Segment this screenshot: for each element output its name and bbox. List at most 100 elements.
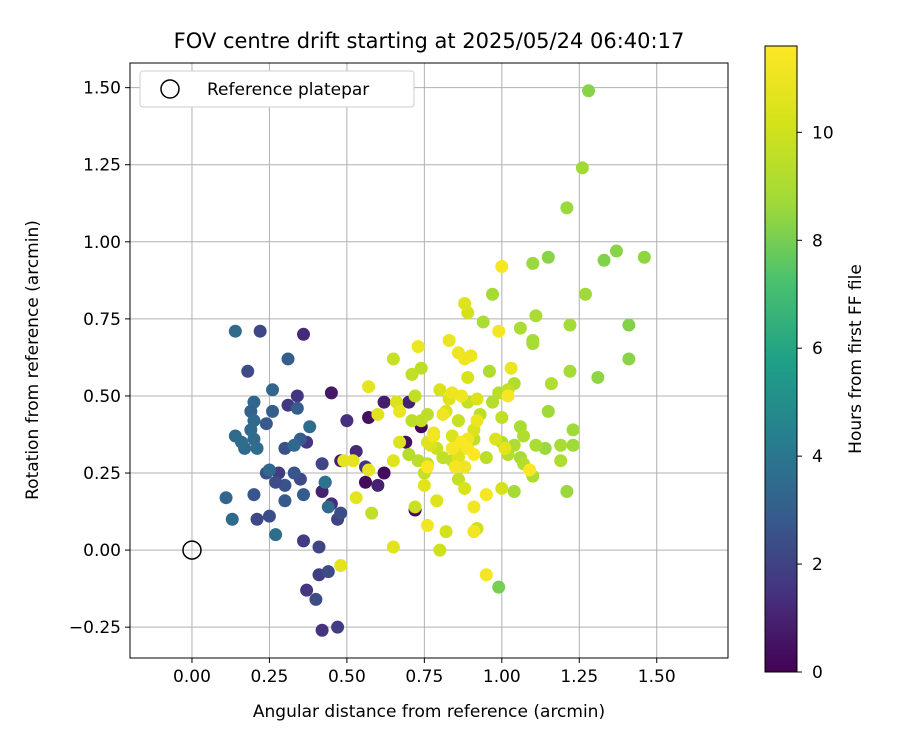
data-point xyxy=(492,580,506,594)
colorbar-tick-label: 6 xyxy=(812,339,823,359)
data-point xyxy=(297,534,311,548)
colorbar-tick-label: 4 xyxy=(812,447,823,467)
data-point xyxy=(566,423,580,437)
data-point xyxy=(318,475,332,489)
y-axis-label: Rotation from reference (arcmin) xyxy=(23,220,43,500)
colorbar-tick-label: 0 xyxy=(812,663,823,683)
data-point xyxy=(541,404,555,418)
legend-marker-icon xyxy=(160,79,180,99)
data-point xyxy=(349,491,363,505)
data-point xyxy=(365,506,379,520)
data-point xyxy=(448,460,462,474)
data-point xyxy=(495,411,509,425)
data-point xyxy=(442,333,456,347)
x-tick-label: 1.50 xyxy=(638,667,676,687)
x-tick-label: 0.00 xyxy=(173,667,211,687)
colorbar-tick-label: 10 xyxy=(812,123,834,143)
data-point xyxy=(250,512,264,526)
data-point xyxy=(523,463,537,477)
data-point xyxy=(479,451,493,465)
data-point xyxy=(411,454,425,468)
data-point xyxy=(554,438,568,452)
data-point xyxy=(526,337,540,351)
data-point xyxy=(517,429,531,443)
data-point xyxy=(591,370,605,384)
data-point xyxy=(312,540,326,554)
data-point xyxy=(225,512,239,526)
data-point xyxy=(362,463,376,477)
data-point xyxy=(253,324,267,338)
y-tick-label: 0.25 xyxy=(83,464,121,484)
colorbar-tick-label: 8 xyxy=(812,231,823,251)
data-point xyxy=(560,485,574,499)
data-point xyxy=(563,364,577,378)
data-point xyxy=(362,380,376,394)
data-point xyxy=(482,364,496,378)
colorbar-ticks: 0 2 4 6 8 10 xyxy=(797,123,834,683)
y-axis-ticks: −0.25 0.00 0.25 0.50 0.75 1.00 1.25 1.50 xyxy=(69,79,130,638)
legend-label: Reference platepar xyxy=(207,80,369,100)
data-point xyxy=(346,454,360,468)
data-point xyxy=(544,377,558,391)
data-point xyxy=(386,454,400,468)
data-point xyxy=(439,525,453,539)
data-point xyxy=(575,161,589,175)
colorbar-tick-label: 2 xyxy=(812,555,823,575)
data-point xyxy=(461,370,475,384)
data-point xyxy=(408,389,422,403)
legend-box xyxy=(139,70,415,108)
data-point xyxy=(430,494,444,508)
data-point xyxy=(563,318,577,332)
data-point xyxy=(495,481,509,495)
data-point xyxy=(526,256,540,270)
chart-title: FOV centre drift starting at 2025/05/24 … xyxy=(174,29,685,53)
data-point xyxy=(554,454,568,468)
data-point xyxy=(420,460,434,474)
data-point xyxy=(228,429,242,443)
data-point xyxy=(458,481,472,495)
data-point xyxy=(417,478,431,492)
data-point xyxy=(250,441,264,455)
data-point xyxy=(300,583,314,597)
data-point xyxy=(241,364,255,378)
data-point xyxy=(371,407,385,421)
y-tick-label: 1.25 xyxy=(83,156,121,176)
data-point xyxy=(504,361,518,375)
data-point xyxy=(637,250,651,264)
data-point xyxy=(324,386,338,400)
data-point xyxy=(414,361,428,375)
data-point xyxy=(219,491,233,505)
data-point xyxy=(455,435,469,449)
y-tick-label: 1.00 xyxy=(83,233,121,253)
data-points xyxy=(219,84,651,637)
data-point xyxy=(609,244,623,258)
data-point xyxy=(560,201,574,215)
data-point xyxy=(492,324,506,338)
data-point xyxy=(405,414,419,428)
data-point xyxy=(278,494,292,508)
data-point xyxy=(228,324,242,338)
data-point xyxy=(340,414,354,428)
data-point xyxy=(297,327,311,341)
data-point xyxy=(597,253,611,267)
data-point xyxy=(269,475,283,489)
data-point xyxy=(451,472,465,486)
data-point xyxy=(405,367,419,381)
data-point xyxy=(467,448,481,462)
data-point xyxy=(402,448,416,462)
data-point xyxy=(529,309,543,323)
data-point xyxy=(467,500,481,514)
data-point xyxy=(287,438,301,452)
data-point xyxy=(486,287,500,301)
data-point xyxy=(470,392,484,406)
data-point xyxy=(578,287,592,301)
data-point xyxy=(377,395,391,409)
data-point xyxy=(321,565,335,579)
data-point xyxy=(458,460,472,474)
data-point xyxy=(436,407,450,421)
data-point xyxy=(411,340,425,354)
data-point xyxy=(470,414,484,428)
data-point xyxy=(303,420,317,434)
data-point xyxy=(427,429,441,443)
